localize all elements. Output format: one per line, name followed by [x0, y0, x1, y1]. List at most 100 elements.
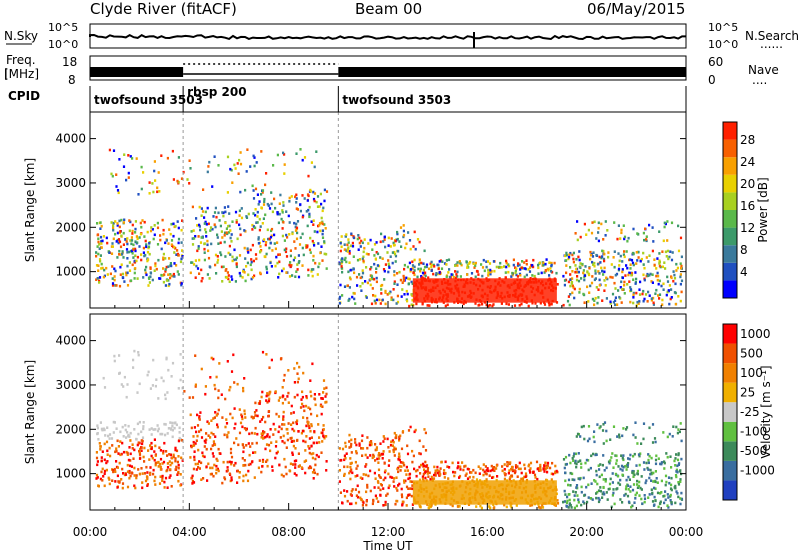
data-cell: [578, 477, 581, 481]
data-cell: [99, 477, 102, 481]
data-cell: [662, 239, 665, 243]
data-cell: [374, 294, 377, 298]
data-cell: [377, 486, 380, 489]
data-cell: [411, 282, 414, 285]
data-cell: [129, 155, 132, 158]
data-cell: [278, 260, 281, 264]
data-cell: [616, 303, 619, 306]
data-cell: [152, 468, 155, 472]
data-cell: [361, 477, 364, 480]
data-cell: [400, 295, 403, 298]
colorbar-tick-label: -500: [740, 444, 767, 458]
data-cell: [371, 456, 374, 460]
data-cell: [426, 468, 429, 472]
data-cell: [191, 237, 194, 240]
data-cell: [209, 466, 212, 470]
data-cell: [96, 432, 99, 435]
data-cell: [144, 268, 147, 272]
data-cell: [679, 502, 682, 506]
data-cell: [112, 420, 115, 424]
data-cell: [495, 467, 498, 470]
data-cell: [577, 270, 580, 274]
data-cell: [126, 271, 129, 275]
data-cell: [295, 152, 298, 155]
data-cell: [195, 430, 198, 434]
data-cell: [640, 475, 643, 478]
data-cell: [96, 277, 99, 280]
data-cell: [157, 171, 160, 174]
data-cell: [226, 466, 229, 469]
data-cell: [565, 251, 568, 255]
data-cell: [171, 361, 175, 365]
data-cell: [642, 461, 646, 464]
data-cell: [525, 259, 528, 262]
data-cell: [660, 284, 663, 288]
data-cell: [172, 234, 175, 238]
data-cell: [234, 258, 238, 261]
data-cell: [254, 213, 257, 217]
data-cell: [661, 303, 664, 306]
data-cell: [141, 472, 144, 475]
data-cell: [420, 463, 423, 467]
data-cell: [518, 461, 521, 465]
data-cell: [156, 226, 160, 230]
data-cell: [296, 263, 299, 266]
data-cell: [269, 235, 273, 239]
data-cell: [643, 494, 646, 497]
data-cell: [624, 274, 627, 277]
data-cell: [151, 456, 154, 460]
data-cell: [593, 264, 596, 268]
data-cell: [96, 233, 99, 237]
data-cell: [670, 288, 673, 291]
velocity-ylabel: Slant Range [km]: [23, 360, 37, 464]
data-cell: [680, 497, 683, 501]
data-cell: [224, 221, 227, 225]
data-cell: [611, 472, 614, 475]
data-cell: [492, 303, 495, 306]
data-cell: [135, 157, 138, 160]
time-axis-title: Time UT: [362, 539, 413, 553]
data-cell: [103, 442, 106, 446]
data-cell: [266, 392, 269, 395]
data-cell: [316, 472, 319, 476]
data-cell: [162, 232, 165, 236]
data-cell: [424, 274, 427, 278]
data-cell: [257, 238, 260, 241]
data-cell: [606, 229, 609, 232]
data-cell: [263, 238, 266, 241]
data-cell: [234, 167, 237, 170]
data-cell: [100, 456, 103, 459]
data-cell: [307, 421, 310, 424]
data-cell: [366, 281, 369, 285]
data-cell: [500, 266, 503, 269]
data-cell: [358, 258, 361, 261]
data-cell: [354, 438, 357, 441]
data-cell: [244, 416, 247, 419]
data-cell: [276, 212, 279, 215]
colorbar-swatch: [723, 245, 737, 263]
data-cell: [621, 456, 624, 460]
data-cell: [355, 467, 358, 470]
data-cell: [550, 263, 553, 267]
data-cell: [133, 428, 136, 431]
data-cell: [635, 262, 638, 265]
data-cell: [572, 286, 575, 289]
data-cell: [215, 375, 218, 379]
data-cell: [652, 504, 656, 507]
data-cell: [602, 486, 605, 489]
data-cell: [132, 358, 135, 362]
data-cell: [254, 426, 257, 430]
data-cell: [310, 424, 313, 428]
data-cell: [146, 250, 150, 254]
data-cell: [397, 470, 400, 474]
data-cell: [112, 226, 115, 230]
data-cell: [504, 271, 507, 274]
data-cell: [642, 289, 645, 293]
data-cell: [432, 477, 436, 480]
data-cell: [366, 456, 369, 459]
data-cell: [236, 382, 239, 386]
data-cell: [639, 280, 642, 284]
data-cell: [566, 495, 569, 499]
data-cell: [267, 410, 271, 413]
freq-label: Freq.: [6, 53, 36, 67]
